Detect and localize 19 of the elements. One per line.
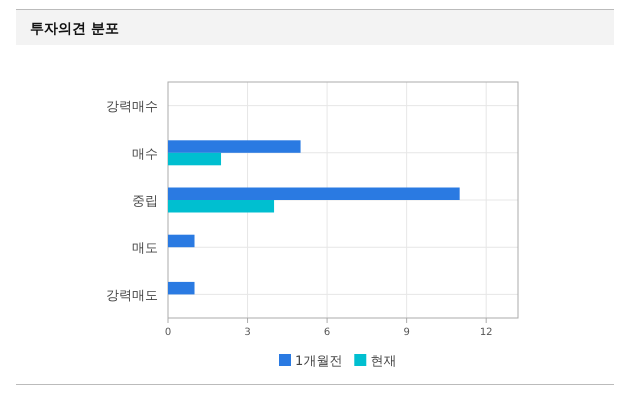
x-tick-label: 3 [244, 327, 251, 338]
x-tick-label: 6 [324, 327, 330, 338]
y-tick-label: 중립 [132, 194, 158, 209]
x-tick-label: 0 [164, 327, 172, 338]
bar [168, 200, 274, 212]
bar [168, 140, 301, 153]
y-tick-label: 매도 [132, 241, 158, 256]
legend-label: 1개월전 [295, 354, 342, 369]
chart-title: 투자의견 분포 [30, 21, 119, 37]
y-tick-label: 매수 [132, 146, 158, 162]
bar [168, 152, 222, 166]
y-tick-label: 강력매도 [106, 288, 158, 304]
x-tick-label: 9 [403, 327, 410, 338]
y-tick-label: 강력매수 [106, 100, 158, 115]
legend-label: 현재 [370, 354, 396, 369]
x-tick-label: 12 [480, 327, 493, 338]
bar [168, 234, 195, 248]
bar [168, 188, 460, 200]
bar [168, 282, 195, 294]
